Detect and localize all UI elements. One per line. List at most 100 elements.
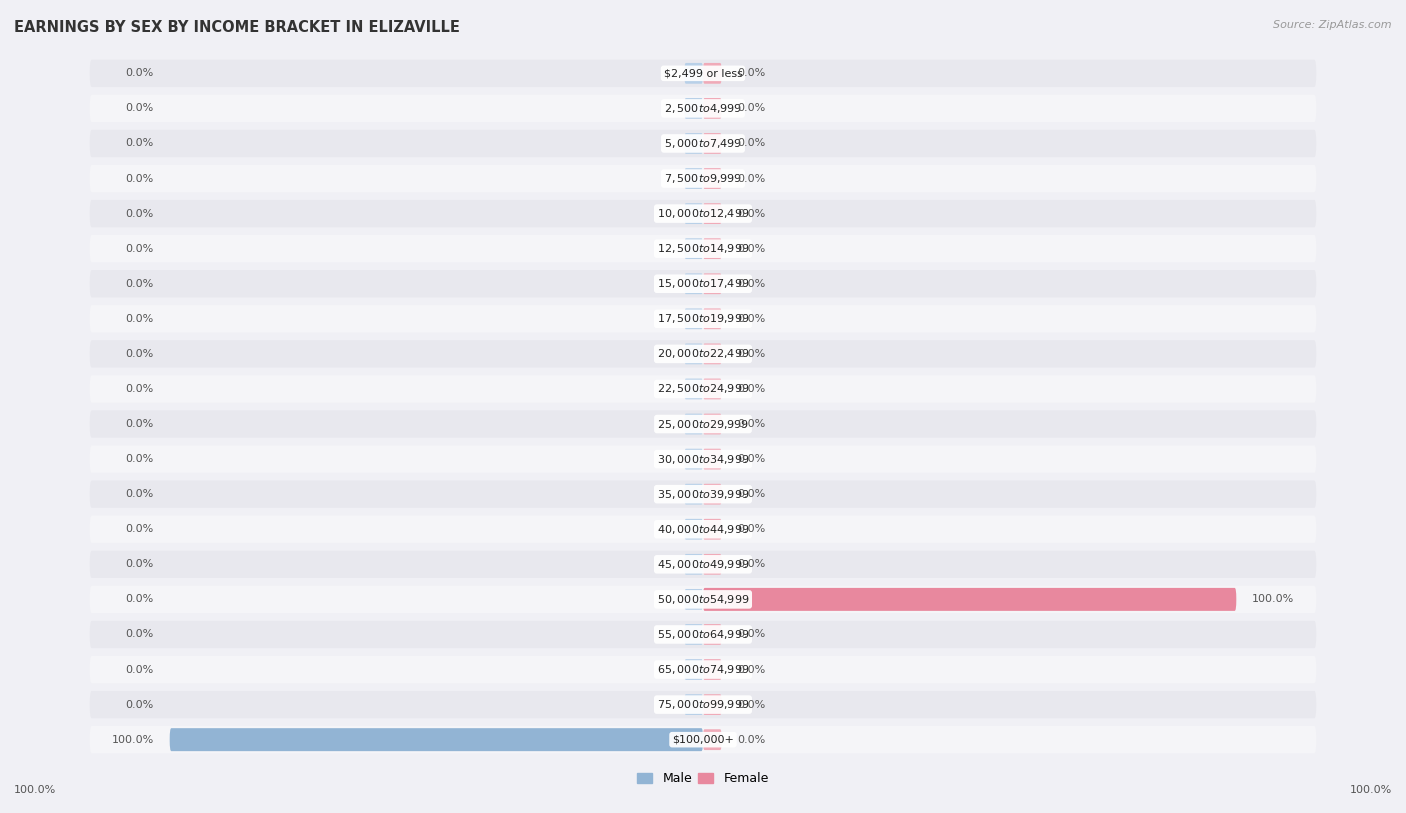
Text: $2,500 to $4,999: $2,500 to $4,999 (664, 102, 742, 115)
FancyBboxPatch shape (90, 515, 1316, 543)
FancyBboxPatch shape (685, 589, 703, 610)
Text: 0.0%: 0.0% (125, 629, 153, 640)
FancyBboxPatch shape (703, 133, 721, 154)
Text: $12,500 to $14,999: $12,500 to $14,999 (657, 242, 749, 255)
Text: $7,500 to $9,999: $7,500 to $9,999 (664, 172, 742, 185)
Text: $10,000 to $12,499: $10,000 to $12,499 (657, 207, 749, 220)
FancyBboxPatch shape (703, 694, 721, 715)
Text: $25,000 to $29,999: $25,000 to $29,999 (657, 418, 749, 431)
Text: 0.0%: 0.0% (738, 524, 766, 534)
FancyBboxPatch shape (685, 694, 703, 715)
Text: 0.0%: 0.0% (738, 700, 766, 710)
Text: $17,500 to $19,999: $17,500 to $19,999 (657, 312, 749, 325)
FancyBboxPatch shape (703, 379, 721, 399)
FancyBboxPatch shape (685, 273, 703, 294)
Text: 0.0%: 0.0% (125, 244, 153, 254)
Text: 0.0%: 0.0% (125, 454, 153, 464)
Text: 0.0%: 0.0% (738, 349, 766, 359)
Text: 0.0%: 0.0% (125, 209, 153, 219)
Text: $40,000 to $44,999: $40,000 to $44,999 (657, 523, 749, 536)
Text: 0.0%: 0.0% (125, 173, 153, 184)
Text: $22,500 to $24,999: $22,500 to $24,999 (657, 382, 749, 395)
Text: 0.0%: 0.0% (125, 314, 153, 324)
Text: 0.0%: 0.0% (738, 173, 766, 184)
Text: 0.0%: 0.0% (738, 735, 766, 745)
FancyBboxPatch shape (685, 133, 703, 154)
Text: Source: ZipAtlas.com: Source: ZipAtlas.com (1274, 20, 1392, 30)
FancyBboxPatch shape (90, 621, 1316, 648)
Text: 0.0%: 0.0% (738, 559, 766, 569)
FancyBboxPatch shape (703, 63, 721, 84)
FancyBboxPatch shape (90, 446, 1316, 473)
FancyBboxPatch shape (685, 414, 703, 434)
FancyBboxPatch shape (90, 130, 1316, 157)
Text: 100.0%: 100.0% (14, 785, 56, 795)
Text: 0.0%: 0.0% (738, 664, 766, 675)
FancyBboxPatch shape (685, 238, 703, 259)
Text: 0.0%: 0.0% (125, 419, 153, 429)
Text: $55,000 to $64,999: $55,000 to $64,999 (657, 628, 749, 641)
Text: 0.0%: 0.0% (738, 384, 766, 394)
FancyBboxPatch shape (170, 728, 703, 751)
FancyBboxPatch shape (685, 203, 703, 224)
Text: 0.0%: 0.0% (738, 489, 766, 499)
Text: 0.0%: 0.0% (125, 700, 153, 710)
FancyBboxPatch shape (685, 554, 703, 575)
FancyBboxPatch shape (685, 624, 703, 645)
FancyBboxPatch shape (90, 305, 1316, 333)
Text: 0.0%: 0.0% (738, 209, 766, 219)
FancyBboxPatch shape (703, 588, 1236, 611)
FancyBboxPatch shape (703, 414, 721, 434)
FancyBboxPatch shape (703, 519, 721, 540)
FancyBboxPatch shape (90, 200, 1316, 228)
Text: 0.0%: 0.0% (738, 454, 766, 464)
FancyBboxPatch shape (90, 340, 1316, 367)
Text: $75,000 to $99,999: $75,000 to $99,999 (657, 698, 749, 711)
FancyBboxPatch shape (685, 659, 703, 680)
Text: 0.0%: 0.0% (125, 524, 153, 534)
Text: 0.0%: 0.0% (125, 594, 153, 604)
Text: 0.0%: 0.0% (125, 349, 153, 359)
FancyBboxPatch shape (90, 726, 1316, 754)
Text: $20,000 to $22,499: $20,000 to $22,499 (657, 347, 749, 360)
FancyBboxPatch shape (685, 449, 703, 469)
FancyBboxPatch shape (703, 344, 721, 364)
FancyBboxPatch shape (685, 519, 703, 540)
FancyBboxPatch shape (703, 273, 721, 294)
FancyBboxPatch shape (685, 168, 703, 189)
Text: 0.0%: 0.0% (125, 489, 153, 499)
Text: 0.0%: 0.0% (738, 279, 766, 289)
Text: 0.0%: 0.0% (125, 664, 153, 675)
Text: $30,000 to $34,999: $30,000 to $34,999 (657, 453, 749, 466)
FancyBboxPatch shape (703, 624, 721, 645)
Text: $2,499 or less: $2,499 or less (664, 68, 742, 78)
Text: 100.0%: 100.0% (1350, 785, 1392, 795)
FancyBboxPatch shape (685, 344, 703, 364)
Text: 0.0%: 0.0% (125, 68, 153, 78)
FancyBboxPatch shape (685, 63, 703, 84)
FancyBboxPatch shape (703, 449, 721, 469)
Text: $45,000 to $49,999: $45,000 to $49,999 (657, 558, 749, 571)
FancyBboxPatch shape (703, 484, 721, 505)
Text: EARNINGS BY SEX BY INCOME BRACKET IN ELIZAVILLE: EARNINGS BY SEX BY INCOME BRACKET IN ELI… (14, 20, 460, 35)
FancyBboxPatch shape (703, 238, 721, 259)
FancyBboxPatch shape (90, 585, 1316, 613)
Text: $15,000 to $17,499: $15,000 to $17,499 (657, 277, 749, 290)
Text: 0.0%: 0.0% (125, 559, 153, 569)
FancyBboxPatch shape (90, 270, 1316, 298)
Text: 0.0%: 0.0% (125, 138, 153, 149)
FancyBboxPatch shape (90, 411, 1316, 437)
Text: $50,000 to $54,999: $50,000 to $54,999 (657, 593, 749, 606)
FancyBboxPatch shape (90, 95, 1316, 122)
FancyBboxPatch shape (703, 659, 721, 680)
Text: 0.0%: 0.0% (738, 244, 766, 254)
FancyBboxPatch shape (703, 98, 721, 119)
FancyBboxPatch shape (90, 656, 1316, 683)
FancyBboxPatch shape (685, 379, 703, 399)
Text: 0.0%: 0.0% (738, 314, 766, 324)
FancyBboxPatch shape (90, 480, 1316, 508)
FancyBboxPatch shape (703, 308, 721, 329)
Text: $65,000 to $74,999: $65,000 to $74,999 (657, 663, 749, 676)
Text: $35,000 to $39,999: $35,000 to $39,999 (657, 488, 749, 501)
Text: 100.0%: 100.0% (111, 735, 153, 745)
